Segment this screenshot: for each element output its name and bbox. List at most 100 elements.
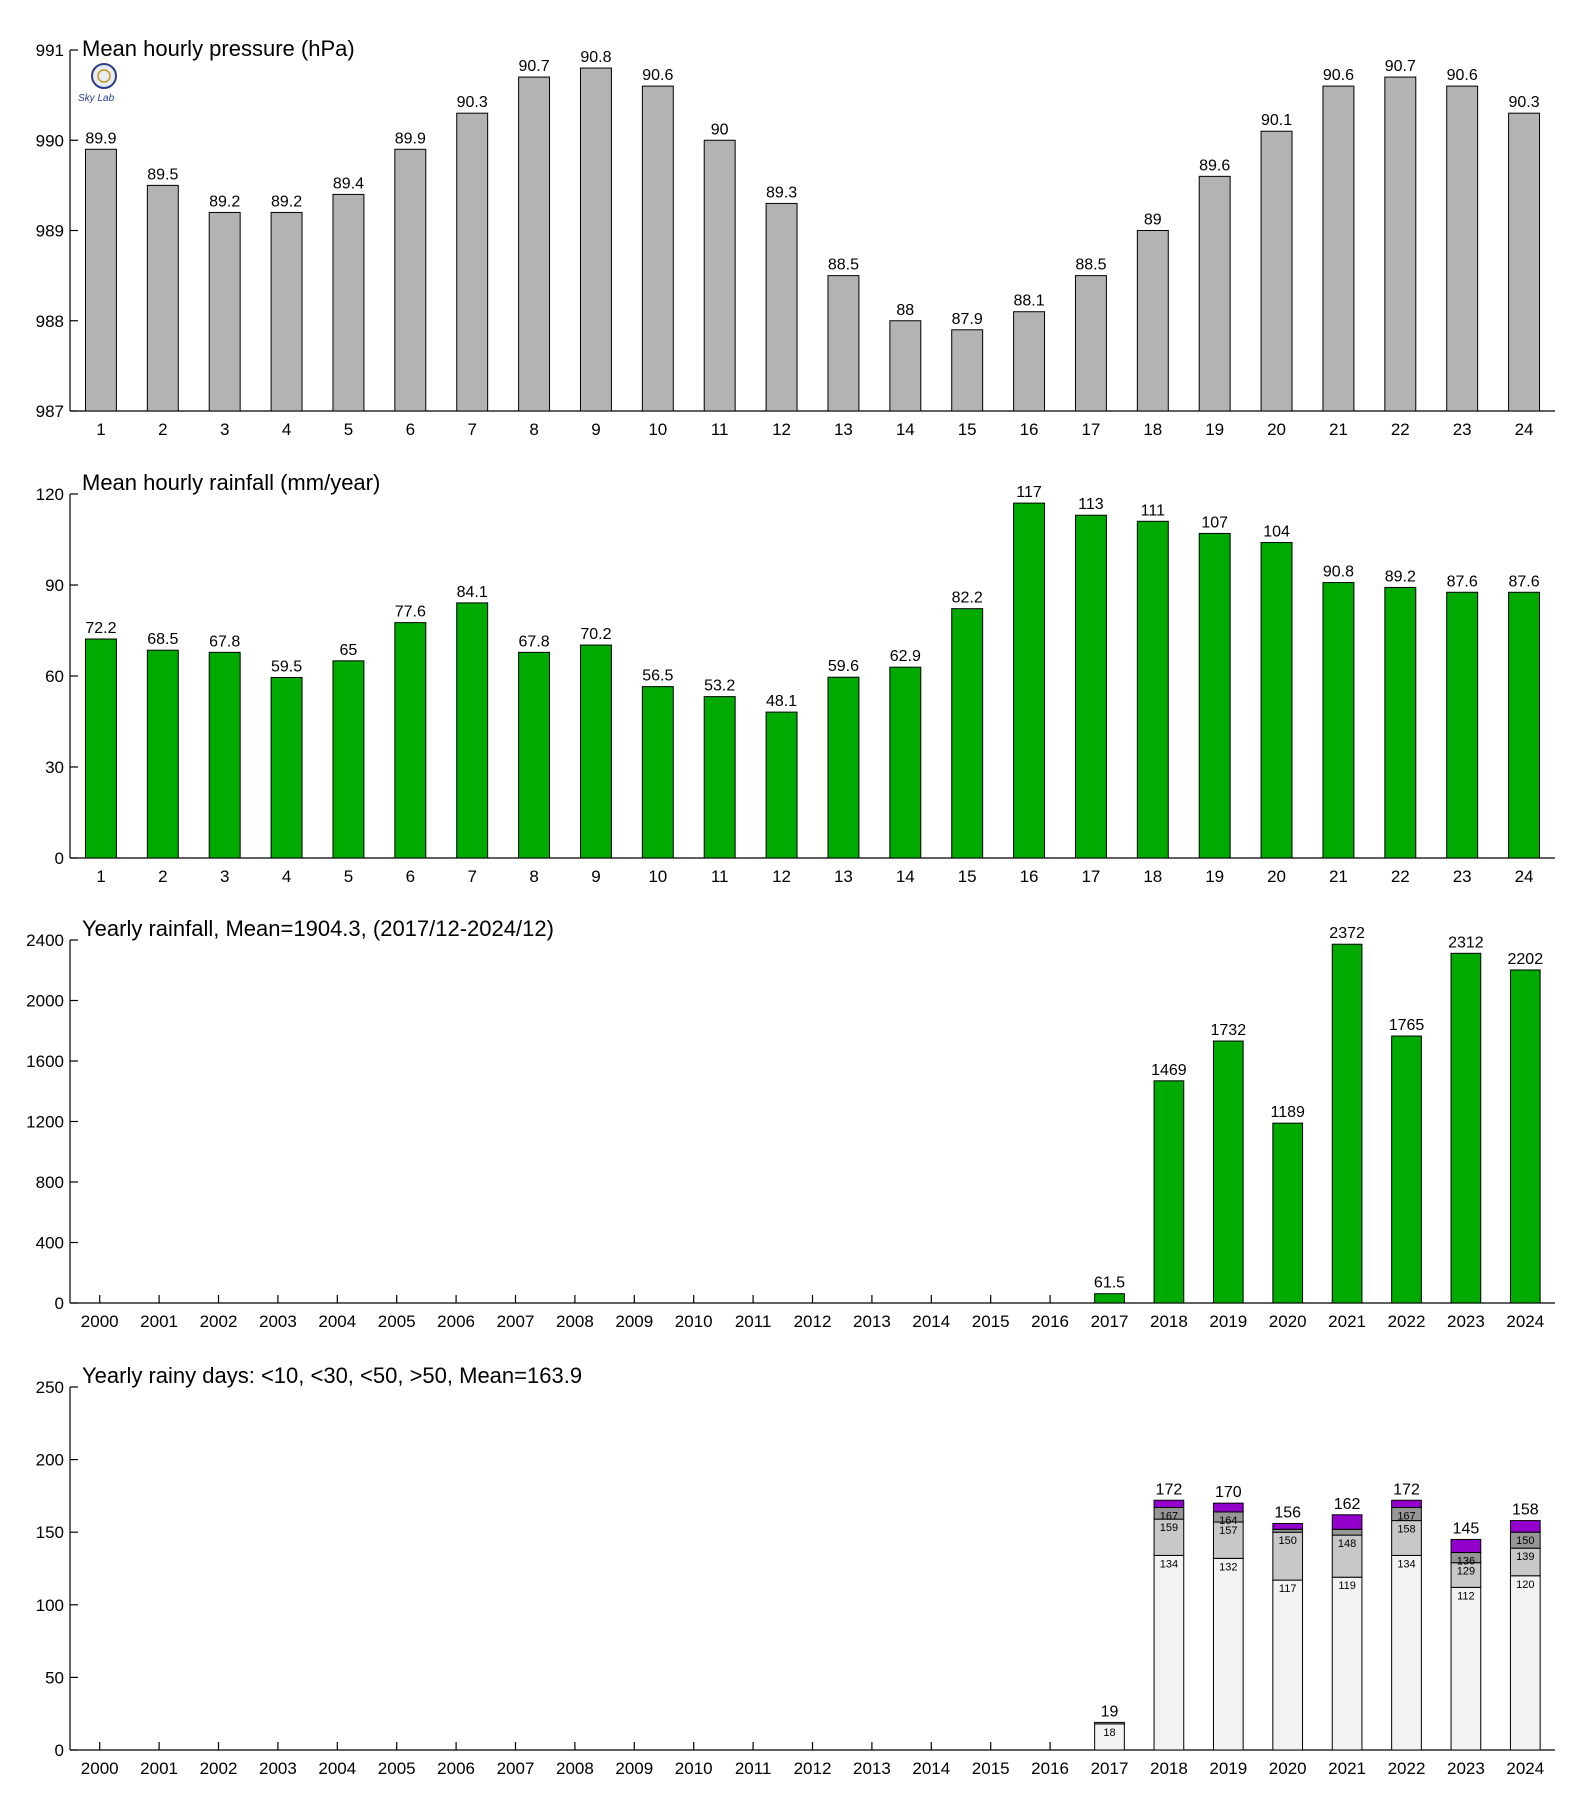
x-tick-label: 2023 [1447, 1312, 1485, 1331]
bar [270, 677, 303, 859]
rainy-days-chart: Yearly rainy days: <10, <30, <50, >50, M… [36, 1363, 1555, 1778]
stacked-bar-segment [1153, 1554, 1185, 1751]
x-tick-label: 2024 [1506, 1759, 1544, 1778]
bar [1322, 582, 1355, 859]
x-tick-label: 16 [1020, 867, 1039, 886]
bar-value-label: 90.3 [457, 94, 488, 111]
segment-value-label: 132 [1219, 1561, 1237, 1573]
bar-value-label: 87.6 [1508, 573, 1539, 590]
bar-value-label: 88.1 [1013, 293, 1044, 310]
bar-value-label: 88 [896, 302, 914, 319]
bar-value-label: 90.8 [580, 49, 611, 66]
bar [394, 622, 427, 859]
stacked-bar-segment [1094, 1721, 1125, 1725]
bar-value-label: 89.4 [333, 175, 364, 192]
y-tick-label: 0 [55, 1294, 64, 1313]
y-tick-label: 989 [36, 222, 64, 241]
bar-value-label: 117 [1016, 484, 1042, 501]
bar [703, 139, 736, 412]
x-tick-label: 20 [1267, 420, 1286, 439]
bar-value-label: 90.7 [1385, 58, 1416, 75]
x-tick-label: 14 [896, 867, 915, 886]
bar-value-label: 59.5 [271, 659, 302, 676]
bar-value-label: 113 [1078, 496, 1104, 513]
x-tick-label: 2002 [200, 1759, 238, 1778]
x-tick-label: 2007 [497, 1312, 535, 1331]
bar [456, 112, 489, 412]
bar-value-label: 111 [1141, 502, 1165, 519]
bar-value-label: 56.5 [642, 668, 673, 685]
segment-value-label: 139 [1516, 1551, 1534, 1563]
x-tick-label: 2023 [1447, 1759, 1485, 1778]
bar-value-label: 1469 [1151, 1062, 1187, 1079]
x-tick-label: 2020 [1269, 1312, 1307, 1331]
y-tick-label: 400 [36, 1234, 64, 1253]
x-tick-label: 2014 [912, 1759, 950, 1778]
stacked-bar-segment [1272, 1522, 1304, 1530]
bar-value-label: 1189 [1270, 1104, 1305, 1121]
stacked-bar-segment [1391, 1499, 1422, 1509]
x-tick-label: 19 [1205, 867, 1224, 886]
bar [579, 644, 612, 859]
x-tick-label: 17 [1081, 867, 1100, 886]
bar-value-label: 70.2 [580, 626, 611, 643]
stacked-bar-segment [1450, 1538, 1482, 1554]
segment-value-label: 164 [1219, 1515, 1237, 1527]
x-tick-label: 7 [467, 867, 476, 886]
bar-value-label: 61.5 [1094, 1275, 1125, 1292]
x-tick-label: 2017 [1091, 1312, 1129, 1331]
yearly-rainfall-chart-title: Yearly rainfall, Mean=1904.3, (2017/12-2… [82, 916, 554, 941]
stacked-bar-segment [1212, 1521, 1244, 1559]
bar [951, 329, 984, 412]
x-tick-label: 9 [591, 867, 600, 886]
bar [889, 320, 922, 412]
bar-value-label: 84.1 [457, 584, 488, 601]
stacked-bar-segment [1331, 1576, 1363, 1751]
bar [889, 666, 922, 859]
y-tick-label: 250 [36, 1378, 64, 1397]
stacked-bar-segment [1450, 1562, 1482, 1588]
x-tick-label: 2004 [318, 1759, 356, 1778]
bar-value-label: 90.7 [518, 58, 549, 75]
x-tick-label: 2013 [853, 1759, 891, 1778]
logo: Sky Lab [78, 63, 117, 104]
stacked-bar-segment [1509, 1575, 1541, 1751]
x-tick-label: 6 [406, 420, 415, 439]
y-tick-label: 800 [36, 1173, 64, 1192]
x-tick-label: 2007 [497, 1759, 535, 1778]
segment-value-label: 18 [1103, 1727, 1115, 1739]
bar-total-label: 156 [1274, 1504, 1301, 1521]
bar-value-label: 65 [340, 642, 358, 659]
x-tick-label: 2000 [81, 1312, 119, 1331]
segment-value-label: 150 [1516, 1535, 1534, 1547]
yearly-rainfall-chart: Yearly rainfall, Mean=1904.3, (2017/12-2… [26, 916, 1555, 1331]
x-tick-label: 2002 [200, 1312, 238, 1331]
x-tick-label: 8 [529, 867, 538, 886]
bar-value-label: 89.2 [271, 193, 302, 210]
x-tick-label: 24 [1515, 867, 1534, 886]
bar-value-label: 62.9 [890, 648, 921, 665]
x-tick-label: 2019 [1209, 1759, 1247, 1778]
bar-value-label: 87.6 [1447, 573, 1478, 590]
bar-value-label: 72.2 [85, 620, 116, 637]
x-tick-label: 2 [158, 867, 167, 886]
y-tick-label: 2400 [26, 931, 64, 950]
x-tick-label: 2014 [912, 1312, 950, 1331]
bar [456, 602, 489, 859]
bar-value-label: 90.8 [1323, 564, 1354, 581]
stacked-bar-segment [1212, 1557, 1244, 1751]
x-tick-label: 2021 [1328, 1759, 1366, 1778]
x-tick-label: 2000 [81, 1759, 119, 1778]
x-tick-label: 24 [1515, 420, 1534, 439]
x-tick-label: 3 [220, 867, 229, 886]
bar-value-label: 90.3 [1508, 94, 1539, 111]
x-tick-label: 10 [648, 867, 667, 886]
stacked-bar-segment [1391, 1554, 1422, 1751]
bar [1272, 1122, 1304, 1304]
x-tick-label: 2016 [1031, 1312, 1069, 1331]
bar [332, 193, 365, 412]
bar [1074, 514, 1107, 859]
x-tick-label: 2011 [735, 1312, 772, 1331]
stacked-bar-segment [1094, 1723, 1125, 1751]
bar-value-label: 68.5 [147, 631, 178, 648]
